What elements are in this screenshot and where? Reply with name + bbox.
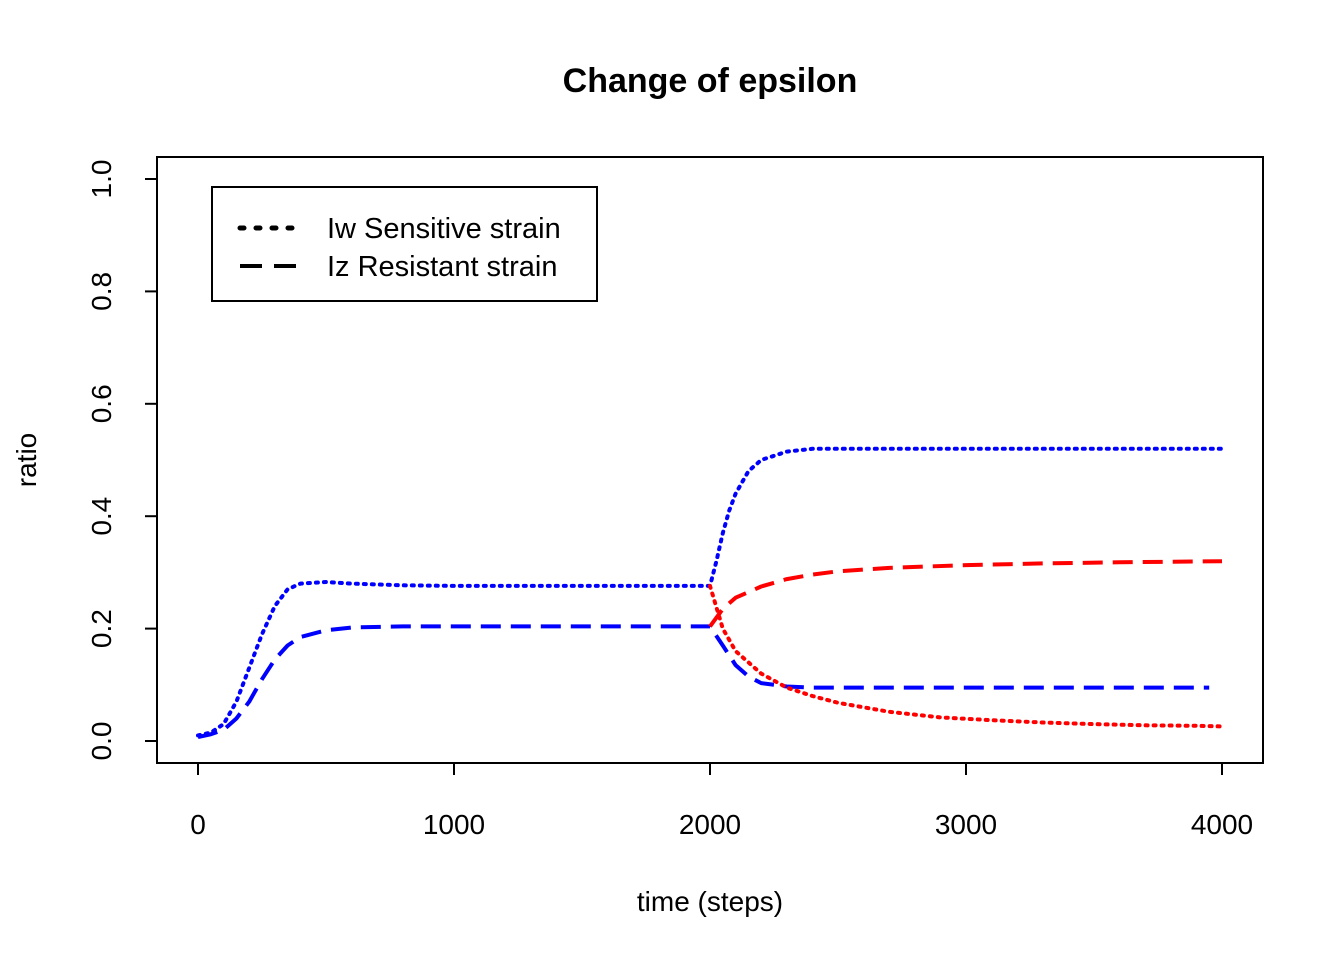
y-axis: 0.0 0.2 0.4 0.6 0.8 1.0 — [86, 160, 158, 761]
series-line-red-dashed — [708, 559, 1223, 628]
x-tick-label: 0 — [190, 809, 206, 840]
y-tick-label: 0.8 — [86, 272, 117, 311]
legend: Iw Sensitive strain Iz Resistant strain — [211, 186, 598, 302]
y-tick-label: 0.2 — [86, 609, 117, 648]
y-axis-label: ratio — [11, 433, 42, 487]
x-axis: 0 1000 2000 3000 4000 — [190, 762, 1253, 840]
legend-box — [211, 186, 598, 302]
y-tick-label: 0.4 — [86, 497, 117, 536]
legend-label-sensitive: Iw Sensitive strain — [327, 213, 561, 245]
series-line-blue-dashed — [197, 624, 1210, 740]
y-tick-label: 0.6 — [86, 384, 117, 423]
series-layer — [196, 446, 1224, 740]
chart-title: Change of epsilon — [563, 62, 858, 100]
y-tick-label: 1.0 — [86, 160, 117, 199]
x-tick-label: 1000 — [423, 809, 485, 840]
series-line-red-dotted — [708, 583, 1224, 729]
x-tick-label: 4000 — [1191, 809, 1253, 840]
legend-label-resistant: Iz Resistant strain — [327, 251, 557, 283]
y-tick-label: 0.0 — [86, 722, 117, 761]
series-line-blue-dotted — [196, 446, 1224, 738]
x-axis-label: time (steps) — [637, 886, 783, 917]
x-tick-label: 2000 — [679, 809, 741, 840]
x-tick-label: 3000 — [935, 809, 997, 840]
